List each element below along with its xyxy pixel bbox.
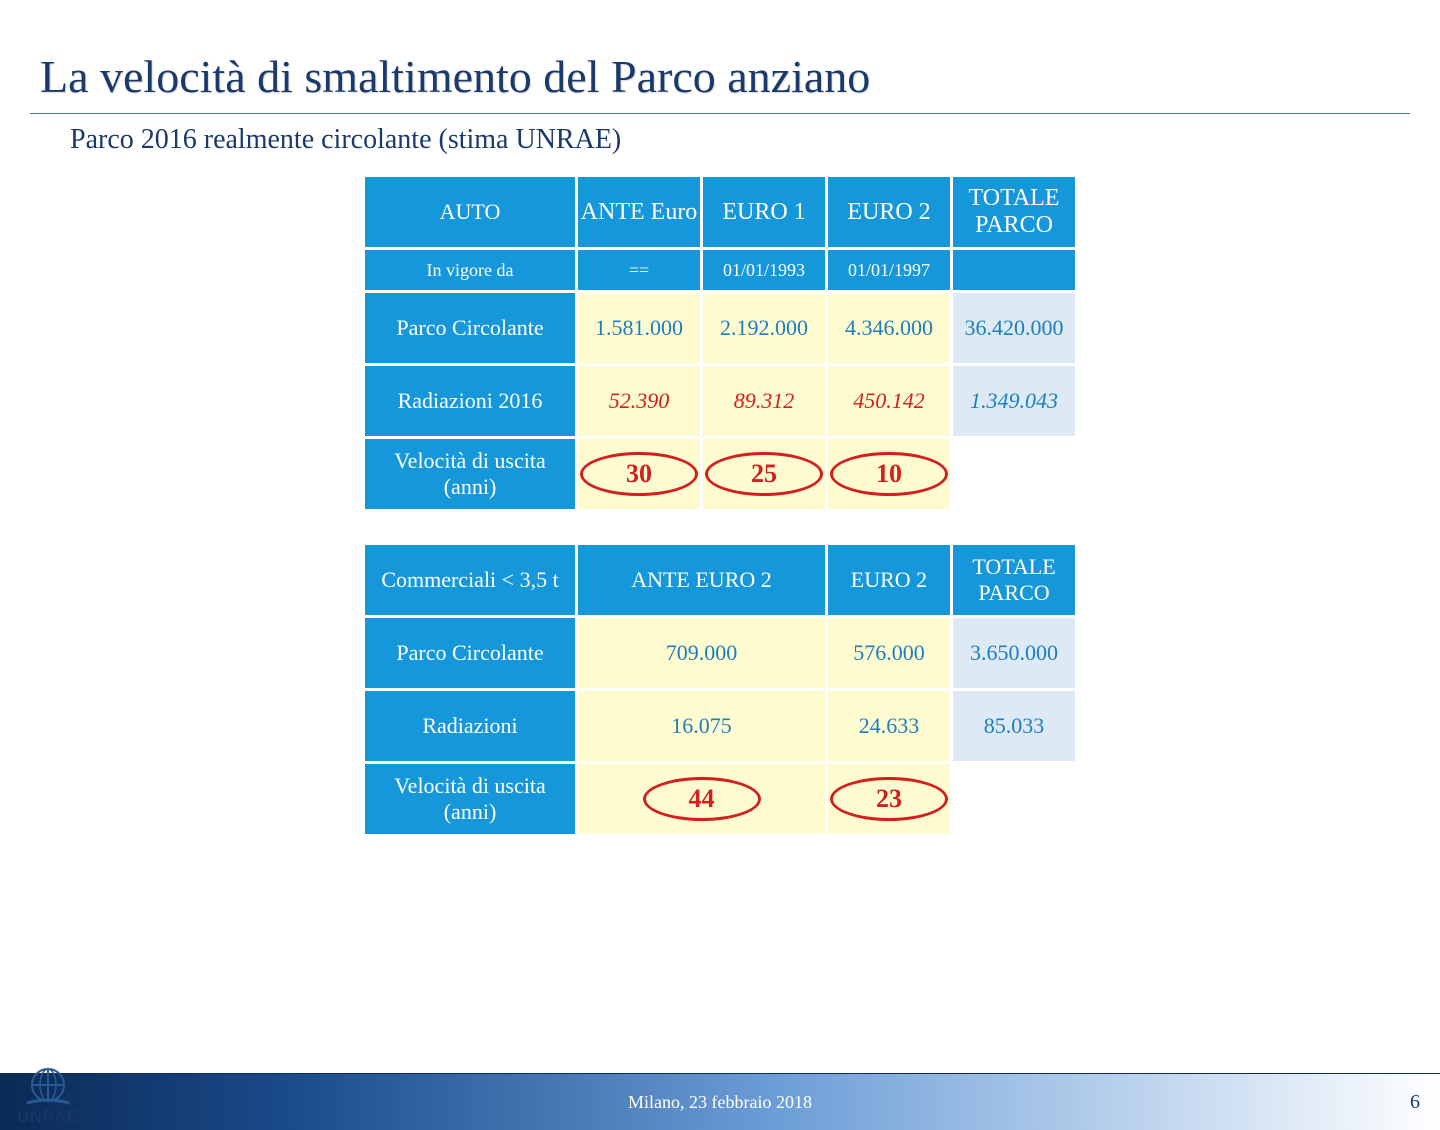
t2-h-totale: TOTALE PARCO — [953, 545, 1075, 615]
t1-r1-c2: 450.142 — [828, 366, 950, 436]
t2-r0-c0: 709.000 — [578, 618, 825, 688]
circle-value: 30 — [580, 452, 698, 496]
table-commerciali: Commerciali < 3,5 t ANTE EURO 2 EURO 2 T… — [362, 542, 1078, 837]
t1-r1-label: Radiazioni 2016 — [365, 366, 575, 436]
t1-h-euro1: EURO 1 — [703, 177, 825, 247]
t2-h-ante2: ANTE EURO 2 — [578, 545, 825, 615]
t1-h-d2: 01/01/1997 — [828, 250, 950, 290]
t2-r0-c1: 576.000 — [828, 618, 950, 688]
t1-h-ante: ANTE Euro — [578, 177, 700, 247]
t1-h-auto: AUTO — [365, 177, 575, 247]
t1-r1-c1: 89.312 — [703, 366, 825, 436]
t1-r0-c3: 36.420.000 — [953, 293, 1075, 363]
t2-r1-c2: 85.033 — [953, 691, 1075, 761]
t2-r1-label: Radiazioni — [365, 691, 575, 761]
logo-text: UNRAE — [17, 1109, 78, 1127]
t1-r0-c1: 2.192.000 — [703, 293, 825, 363]
table-auto: AUTO ANTE Euro EURO 1 EURO 2 TOTALE PARC… — [362, 174, 1078, 512]
t1-r1-c3: 1.349.043 — [953, 366, 1075, 436]
unrae-logo: UNRAE — [8, 1057, 88, 1127]
t1-h-totale: TOTALE PARCO — [953, 177, 1075, 247]
t1-r0-c2: 4.346.000 — [828, 293, 950, 363]
t2-r1-c0: 16.075 — [578, 691, 825, 761]
page-number: 6 — [1410, 1091, 1420, 1114]
t1-h-invigore: In vigore da — [365, 250, 575, 290]
t1-h-d0: == — [578, 250, 700, 290]
t1-r1-c0: 52.390 — [578, 366, 700, 436]
t2-h-comm: Commerciali < 3,5 t — [365, 545, 575, 615]
footer-bar: Milano, 23 febbraio 2018 6 — [0, 1073, 1440, 1130]
page-subtitle: Parco 2016 realmente circolante (stima U… — [70, 124, 1440, 156]
tables-container: AUTO ANTE Euro EURO 1 EURO 2 TOTALE PARC… — [0, 174, 1440, 837]
t2-r2-label: Velocità di uscita (anni) — [365, 764, 575, 834]
t2-r2-c1: 23 — [828, 764, 950, 834]
t2-h-euro2: EURO 2 — [828, 545, 950, 615]
t1-r2-c1: 25 — [703, 439, 825, 509]
t1-h-d3 — [953, 250, 1075, 290]
t2-r0-c2: 3.650.000 — [953, 618, 1075, 688]
title-underline — [30, 113, 1410, 114]
footer-text: Milano, 23 febbraio 2018 — [628, 1092, 812, 1113]
t1-h-euro2: EURO 2 — [828, 177, 950, 247]
t2-r0-label: Parco Circolante — [365, 618, 575, 688]
circle-value: 25 — [705, 452, 823, 496]
t1-r2-c2: 10 — [828, 439, 950, 509]
t1-r0-c0: 1.581.000 — [578, 293, 700, 363]
circle-value: 10 — [830, 452, 948, 496]
circle-value: 44 — [643, 777, 761, 821]
t2-r2-c2 — [953, 764, 1075, 834]
t1-r2-label: Velocità di uscita (anni) — [365, 439, 575, 509]
page-title: La velocità di smaltimento del Parco anz… — [40, 50, 1440, 103]
t2-r1-c1: 24.633 — [828, 691, 950, 761]
circle-value: 23 — [830, 777, 948, 821]
t1-r2-c0: 30 — [578, 439, 700, 509]
t1-h-d1: 01/01/1993 — [703, 250, 825, 290]
t1-r2-c3 — [953, 439, 1075, 509]
t1-r0-label: Parco Circolante — [365, 293, 575, 363]
t2-r2-c0: 44 — [578, 764, 825, 834]
